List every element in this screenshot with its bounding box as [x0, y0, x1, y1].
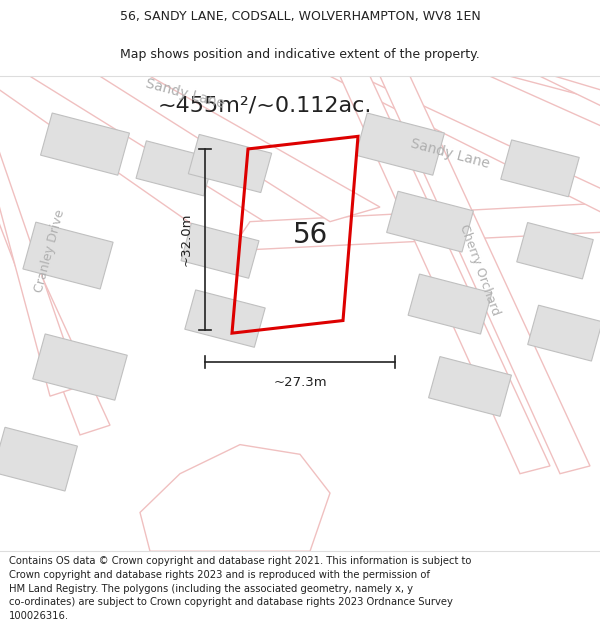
Polygon shape: [181, 223, 259, 278]
Text: Map shows position and indicative extent of the property.: Map shows position and indicative extent…: [120, 48, 480, 61]
Polygon shape: [540, 76, 600, 115]
Polygon shape: [340, 76, 550, 474]
Polygon shape: [140, 444, 330, 551]
Text: Sandy Lane: Sandy Lane: [409, 136, 491, 171]
Polygon shape: [100, 76, 380, 222]
Polygon shape: [527, 305, 600, 361]
Polygon shape: [501, 140, 579, 197]
Polygon shape: [490, 76, 600, 134]
Polygon shape: [188, 134, 272, 192]
Polygon shape: [517, 222, 593, 279]
Polygon shape: [185, 290, 265, 348]
Text: 56: 56: [293, 221, 328, 249]
Text: ~32.0m: ~32.0m: [180, 213, 193, 266]
Text: Sandy Lane: Sandy Lane: [144, 76, 226, 111]
Polygon shape: [0, 164, 110, 435]
Text: ~455m²/~0.112ac.: ~455m²/~0.112ac.: [158, 96, 372, 116]
Text: Cherry Orchard: Cherry Orchard: [457, 222, 503, 318]
Polygon shape: [386, 191, 473, 252]
Text: Contains OS data © Crown copyright and database right 2021. This information is : Contains OS data © Crown copyright and d…: [9, 556, 472, 621]
Polygon shape: [0, 125, 80, 396]
Polygon shape: [408, 274, 492, 334]
Polygon shape: [33, 334, 127, 400]
Polygon shape: [0, 76, 280, 251]
Polygon shape: [356, 113, 445, 175]
Polygon shape: [0, 428, 77, 491]
Polygon shape: [380, 76, 590, 474]
Text: 56, SANDY LANE, CODSALL, WOLVERHAMPTON, WV8 1EN: 56, SANDY LANE, CODSALL, WOLVERHAMPTON, …: [119, 10, 481, 23]
Polygon shape: [428, 357, 511, 416]
Polygon shape: [230, 202, 600, 251]
Text: Cranley Drive: Cranley Drive: [32, 208, 67, 294]
Polygon shape: [136, 141, 214, 196]
Text: ~27.3m: ~27.3m: [273, 376, 327, 389]
Polygon shape: [330, 76, 600, 222]
Polygon shape: [41, 113, 130, 175]
Polygon shape: [23, 222, 113, 289]
